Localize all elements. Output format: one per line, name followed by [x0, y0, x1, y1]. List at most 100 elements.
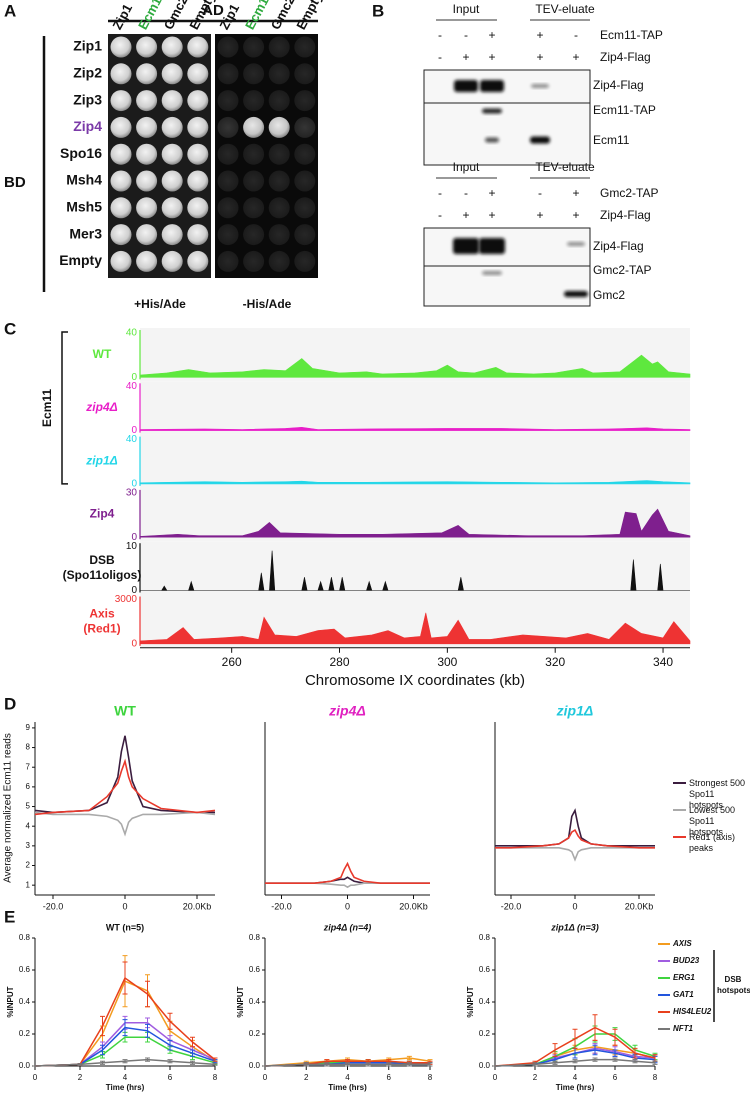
yeast-spot: [136, 36, 158, 58]
y-tick-label: 0.6: [19, 965, 31, 974]
legend-label: ERG1: [673, 973, 695, 982]
yeast-spot: [161, 90, 183, 112]
track-scale: 0: [131, 372, 137, 383]
band: [479, 238, 505, 254]
bd-label: BD: [4, 174, 26, 191]
band-label: Gmc2-TAP: [593, 263, 651, 277]
x-axis-title: Time (hrs): [556, 1083, 595, 1092]
y-tick-label: 8: [26, 743, 31, 752]
input-header: Input: [453, 2, 480, 16]
lane-sign: +: [462, 50, 469, 64]
yeast-spot: [110, 116, 132, 138]
y-tick-label: 0.4: [479, 997, 491, 1006]
lane-sign: +: [488, 208, 495, 222]
lane-sign: +: [462, 208, 469, 222]
yeast-spot: [187, 143, 209, 165]
yeast-spot: [294, 197, 316, 219]
yeast-spot: [243, 224, 265, 246]
yeast-spot: [243, 116, 265, 138]
x-tick-label: 4: [123, 1073, 128, 1082]
band-label: Gmc2: [593, 288, 625, 302]
yeast-spot: [110, 250, 132, 272]
series-line: [34, 1026, 216, 1067]
band-label: Zip4-Flag: [593, 239, 644, 253]
panel-label: E: [4, 907, 15, 926]
y-axis-title: %INPUT: [236, 986, 245, 1017]
yeast-spot: [187, 250, 209, 272]
yeast-spot: [243, 90, 265, 112]
x-tick-label: 0: [572, 901, 577, 911]
x-tick-label: 6: [168, 1073, 173, 1082]
y-tick-label: 0.0: [479, 1061, 491, 1070]
lane-sign: +: [536, 208, 543, 222]
eluate-header: TEV-eluate: [535, 2, 595, 16]
lane-sign: +: [536, 50, 543, 64]
x-tick-label: 8: [428, 1073, 433, 1082]
row-name: Gmc2-TAP: [600, 186, 658, 200]
track-scale: 40: [126, 328, 138, 339]
track-scale: 40: [126, 434, 138, 445]
yeast-spot: [217, 116, 239, 138]
plot-title: zip4Δ (n=4): [323, 922, 371, 932]
yeast-spot: [161, 224, 183, 246]
band: [453, 238, 479, 254]
yeast-spot: [187, 170, 209, 192]
band: [564, 291, 588, 297]
blot: [423, 102, 591, 166]
yeast-spot: [243, 63, 265, 85]
yeast-spot: [161, 143, 183, 165]
band: [530, 136, 550, 144]
yeast-spot: [187, 36, 209, 58]
x-tick-label: 0: [122, 901, 127, 911]
bd-row-label: Zip4: [73, 118, 102, 134]
yeast-spot: [268, 36, 290, 58]
y-tick-label: 6: [26, 782, 31, 791]
yeast-spot: [110, 63, 132, 85]
y-tick-label: 0.4: [249, 997, 261, 1006]
yeast-spot: [268, 116, 290, 138]
x-tick-label: 2: [78, 1073, 83, 1082]
ad-column-label: Zip1: [109, 1, 135, 32]
yeast-spot: [217, 170, 239, 192]
x-tick-label: 8: [653, 1073, 658, 1082]
input-header: Input: [453, 160, 480, 174]
x-tick-label: 6: [387, 1073, 392, 1082]
yeast-spot: [268, 63, 290, 85]
yeast-spot: [217, 36, 239, 58]
profile-line: [495, 808, 655, 847]
lane-sign: -: [438, 208, 442, 222]
lane-sign: +: [572, 208, 579, 222]
row-name: Ecm11-TAP: [600, 28, 663, 42]
yeast-spot: [161, 63, 183, 85]
lane-sign: +: [572, 50, 579, 64]
x-tick-label: 4: [573, 1073, 578, 1082]
track-scale: 0: [131, 585, 137, 596]
legend-label: Lowest 500 Spo11 hotspots: [689, 805, 736, 837]
track-name: WT: [93, 347, 112, 361]
x-tick-label: -20.0: [501, 901, 522, 911]
series-line: [494, 1026, 656, 1067]
yeast-spot: [268, 197, 290, 219]
group-label: Ecm11: [40, 389, 54, 427]
y-tick-label: 0.2: [249, 1029, 261, 1038]
legend-label: Red1 (axis) peaks: [689, 832, 736, 853]
x-axis-title: Time (hrs): [328, 1083, 367, 1092]
bd-row-label: Spo16: [60, 145, 102, 161]
y-tick-label: 0.0: [19, 1061, 31, 1070]
panel-label: C: [4, 319, 16, 338]
group-label: DSB hotspots: [717, 975, 750, 995]
signal-track: [139, 426, 691, 431]
y-axis-title: %INPUT: [466, 986, 475, 1017]
profile-line: [495, 847, 655, 862]
track-subname: (Spo11oligos): [63, 568, 142, 582]
yeast-spot: [294, 63, 316, 85]
yeast-spot: [187, 224, 209, 246]
condition-label: +His/Ade: [134, 297, 186, 311]
track-scale: 0: [131, 479, 137, 490]
yeast-spot: [243, 170, 265, 192]
bd-row-label: Zip3: [73, 91, 102, 107]
yeast-spot: [268, 224, 290, 246]
ad-column-label: Gmc2: [268, 0, 298, 32]
yeast-spot: [136, 197, 158, 219]
